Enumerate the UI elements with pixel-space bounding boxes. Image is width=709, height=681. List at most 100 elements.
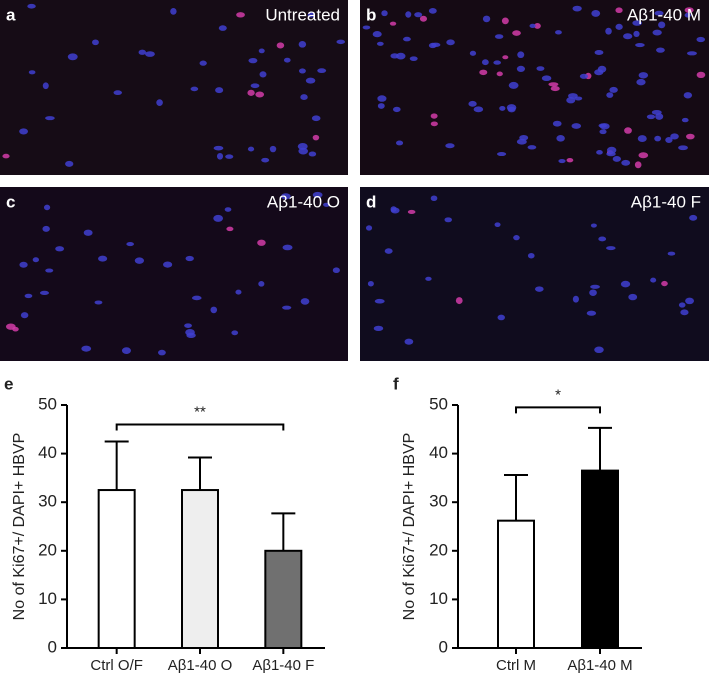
nucleus [170,7,177,15]
panel-letter: b [366,5,376,24]
nucleus [81,345,92,352]
panel-letter: d [366,192,376,211]
panel-letter: c [6,192,15,211]
significance-bracket [515,406,601,414]
nucleus [516,65,525,73]
nucleus [305,77,316,84]
panel-label: Untreated [265,5,340,24]
nucleus [555,30,562,35]
significance-bracket [115,423,285,431]
x-tick-label: Aβ1-40 O [168,657,233,674]
nucleus [655,113,664,120]
nucleus [405,11,412,18]
nucleus [517,51,525,59]
nucleus [496,152,507,157]
nucleus [336,39,345,45]
nucleus [632,20,643,26]
nucleus [259,71,267,78]
nucleus [430,113,438,119]
nucleus [598,123,607,128]
y-tick-label: 0 [439,637,448,656]
nucleus [656,47,665,53]
nucleus [572,5,582,12]
nucleus [42,225,50,232]
bar [497,519,535,650]
nucleus [19,261,28,268]
nucleus [300,298,310,305]
nucleus [407,209,416,215]
nucleus [541,75,552,82]
nucleus [527,252,535,259]
nucleus [373,325,384,332]
nucleus [121,347,131,355]
nucleus [558,158,566,164]
nucleus [516,138,527,145]
nucleus [419,15,428,22]
nucleus [482,15,491,23]
nucleus [163,261,173,268]
nucleus [638,72,649,79]
y-axis-label: No of Ki67+/ DAPI+ HBVP [401,433,418,621]
nucleus [213,214,224,222]
nucleus [508,81,519,89]
nucleus [529,23,536,28]
nucleus [571,123,582,129]
nucleus [479,69,488,76]
nucleus [574,96,583,101]
y-tick-label: 0 [48,637,57,656]
nucleus [235,289,242,295]
nucleus [594,50,604,56]
nucleus [678,302,686,308]
nucleus [258,48,265,54]
nucleus [681,117,689,123]
nucleus [624,127,632,134]
nucleus [226,226,234,232]
y-tick-label: 40 [38,443,57,462]
nucleus [312,134,320,141]
panel-label: Aβ1-40 O [267,192,340,211]
nucleus [513,235,520,241]
panel-letter: e [4,374,13,393]
nucleus [654,10,664,16]
nucleus [218,25,227,31]
nucleus [283,57,291,63]
bar [97,489,136,649]
nucleus [372,31,382,38]
nucleus [247,146,255,152]
nucleus [145,51,155,57]
y-tick-label: 30 [429,492,448,511]
nucleus [552,120,562,127]
nucleus [297,142,308,150]
nucleus [24,293,33,299]
x-tick-label: Aβ1-40 F [252,657,314,674]
panel-label: Aβ1-40 F [631,192,701,211]
nucleus [224,207,232,212]
nucleus [494,222,501,228]
nucleus [298,68,306,74]
nucleus [502,55,509,60]
nucleus [258,280,265,287]
nucleus [185,329,195,336]
x-tick-label: Aβ1-40 M [567,657,632,674]
nucleus [633,30,640,37]
nucleus [665,136,673,144]
nucleus [550,86,560,92]
micrograph [0,187,348,361]
y-tick-label: 10 [38,589,57,608]
nucleus [393,106,401,113]
y-tick-label: 20 [38,540,57,559]
nucleus [94,300,103,305]
nucleus [696,71,706,79]
y-tick-label: 10 [429,589,448,608]
panel-letter: a [6,5,16,24]
nucleus [637,135,647,142]
nucleus [92,39,99,46]
panel-letter: f [393,374,399,393]
nucleus [606,246,616,251]
nucleus [67,53,78,61]
nucleus [300,94,308,101]
nucleus [636,78,646,86]
nucleus [185,255,194,262]
nucleus [403,36,411,42]
